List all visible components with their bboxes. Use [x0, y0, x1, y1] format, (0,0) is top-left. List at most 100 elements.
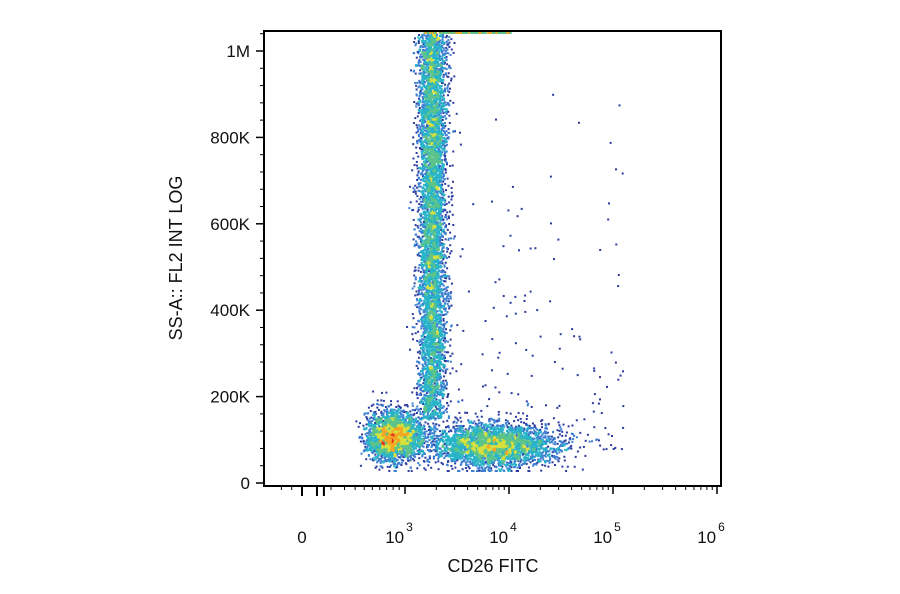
event-dot: [380, 437, 383, 440]
event-dot: [424, 308, 427, 311]
event-dot: [439, 208, 442, 211]
event-dot: [402, 421, 405, 424]
event-dot: [409, 459, 412, 461]
event-dot: [398, 450, 401, 453]
event-dot: [439, 302, 442, 305]
event-dot: [374, 435, 377, 438]
event-dot: [366, 432, 368, 435]
event-dot: [389, 415, 392, 418]
event-dot: [410, 427, 413, 430]
event-dot: [384, 422, 387, 425]
event-dot: [418, 264, 421, 266]
event-dot: [424, 421, 427, 424]
event-dot: [440, 174, 443, 177]
event-dot: [426, 254, 429, 257]
event-dot: [393, 469, 396, 472]
event-dot: [420, 430, 422, 433]
event-dot: [387, 412, 390, 414]
event-dot: [407, 423, 410, 426]
event-dot: [372, 430, 375, 432]
event-dot: [387, 405, 390, 408]
event-dot: [422, 288, 425, 291]
event-dot: [442, 94, 445, 97]
event-dot: [385, 391, 388, 394]
event-dot: [387, 416, 390, 419]
event-dot: [390, 424, 393, 427]
event-dot: [384, 448, 387, 451]
event-dot: [379, 440, 382, 443]
event-dot: [393, 418, 396, 421]
event-dot: [423, 428, 426, 431]
event-dot: [428, 215, 430, 218]
event-dot: [422, 417, 425, 420]
event-dot: [414, 440, 416, 443]
event-dot: [380, 412, 383, 415]
event-dot: [423, 114, 426, 116]
event-dot: [411, 448, 414, 451]
event-dot: [438, 206, 441, 209]
event-dot: [372, 417, 374, 420]
event-dot: [396, 424, 399, 427]
event-dot: [406, 445, 409, 448]
event-dot: [409, 410, 412, 413]
event-dot: [385, 455, 388, 458]
event-dot: [439, 138, 441, 141]
event-dot: [416, 405, 419, 408]
event-dot: [363, 413, 366, 416]
event-dot: [455, 112, 458, 115]
event-dot: [398, 420, 401, 423]
event-dot: [437, 125, 440, 128]
event-dot: [422, 309, 425, 312]
event-dot: [375, 421, 378, 424]
event-dot: [359, 464, 362, 467]
event-dot: [392, 445, 395, 448]
event-dot: [437, 44, 440, 47]
event-dot: [394, 438, 396, 440]
event-dot: [416, 174, 419, 177]
event-dot: [392, 448, 395, 451]
event-dot: [375, 446, 378, 449]
event-dot: [421, 178, 424, 181]
event-dot: [376, 422, 379, 425]
event-dot: [448, 305, 451, 308]
event-dot: [451, 194, 454, 197]
event-dot: [429, 100, 432, 103]
event-dot: [398, 435, 401, 438]
event-dot: [385, 427, 388, 430]
event-dot: [388, 427, 391, 430]
event-dot: [374, 425, 377, 428]
event-dot: [372, 403, 375, 406]
event-dot: [444, 67, 447, 70]
event-dot: [370, 423, 373, 426]
event-dot: [407, 452, 410, 455]
event-dot: [442, 395, 445, 398]
event-dot: [380, 449, 383, 452]
event-dot: [433, 355, 436, 358]
event-dot: [429, 136, 432, 139]
event-dot: [396, 410, 399, 413]
event-dot: [428, 341, 431, 344]
event-dot: [443, 288, 446, 291]
event-dot: [442, 175, 445, 178]
event-dot: [362, 440, 365, 443]
event-dot: [447, 305, 450, 307]
event-dot: [364, 433, 367, 436]
event-dot: [401, 453, 404, 456]
event-dot: [373, 416, 376, 419]
event-dot: [407, 442, 409, 445]
event-dot: [425, 446, 428, 449]
event-dot: [408, 417, 411, 420]
event-dot: [424, 42, 427, 44]
event-dot: [395, 437, 398, 440]
event-dot: [383, 436, 386, 438]
event-dot: [417, 266, 420, 269]
event-dot: [392, 413, 394, 416]
event-dot: [436, 403, 439, 406]
event-dot: [386, 434, 388, 437]
event-dot: [412, 338, 414, 341]
event-dot: [412, 238, 415, 241]
event-dot: [374, 443, 376, 446]
event-dot: [427, 445, 430, 448]
event-dot: [429, 282, 432, 285]
event-dot: [445, 351, 448, 354]
